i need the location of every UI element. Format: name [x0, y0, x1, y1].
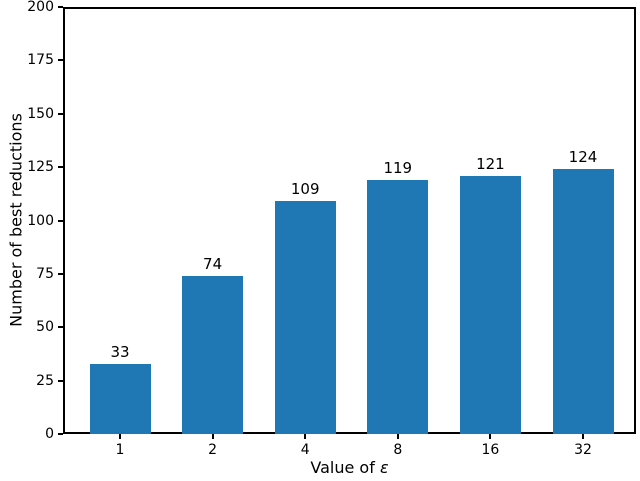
y-tick-mark: [58, 59, 63, 62]
x-tick-label: 1: [115, 442, 125, 458]
y-tick-label: 0: [45, 426, 54, 442]
y-tick-mark: [58, 326, 63, 329]
bar-value-label: 74: [203, 255, 223, 273]
y-tick-label: 150: [27, 105, 54, 122]
y-tick-label: 100: [27, 212, 54, 229]
y-tick-label: 50: [36, 319, 54, 336]
y-tick-label: 75: [36, 265, 54, 282]
bar-value-label: 121: [476, 154, 505, 173]
x-tick-label: 2: [208, 442, 218, 458]
y-tick-mark: [58, 6, 63, 8]
x-axis-label: Value of ε: [63, 458, 636, 477]
bar: [552, 169, 614, 434]
x-tick-mark: [304, 434, 307, 439]
x-tick-label: 16: [481, 442, 500, 458]
x-tick-label: 8: [393, 442, 403, 458]
x-axis-label-epsilon: ε: [379, 458, 389, 477]
bar: [459, 175, 521, 434]
y-tick-mark: [58, 433, 63, 435]
y-tick-mark: [58, 166, 63, 169]
x-axis-label-text: Value of: [310, 458, 380, 477]
y-tick-label: 125: [27, 159, 54, 176]
y-tick-mark: [58, 379, 63, 382]
y-tick-mark: [58, 112, 63, 115]
x-tick-mark: [582, 434, 584, 439]
bar: [274, 201, 336, 434]
plot-area: [63, 7, 636, 434]
bar-value-label: 124: [568, 148, 598, 167]
y-tick-label: 200: [27, 0, 54, 15]
x-tick-mark: [489, 434, 492, 439]
y-tick-label: 25: [36, 372, 54, 389]
bar-value-label: 109: [290, 180, 320, 199]
x-tick-label: 4: [300, 442, 310, 458]
x-tick-mark: [211, 434, 214, 439]
y-tick-mark: [58, 219, 63, 222]
x-tick-mark: [119, 434, 121, 439]
bar: [89, 363, 151, 434]
bar-value-label: 33: [110, 342, 130, 361]
bar: [367, 179, 429, 434]
bar: [182, 276, 244, 434]
y-tick-mark: [58, 272, 63, 275]
x-tick-label: 32: [574, 442, 592, 458]
bar-value-label: 119: [383, 158, 413, 177]
y-tick-label: 175: [27, 52, 54, 69]
x-tick-mark: [396, 434, 399, 439]
